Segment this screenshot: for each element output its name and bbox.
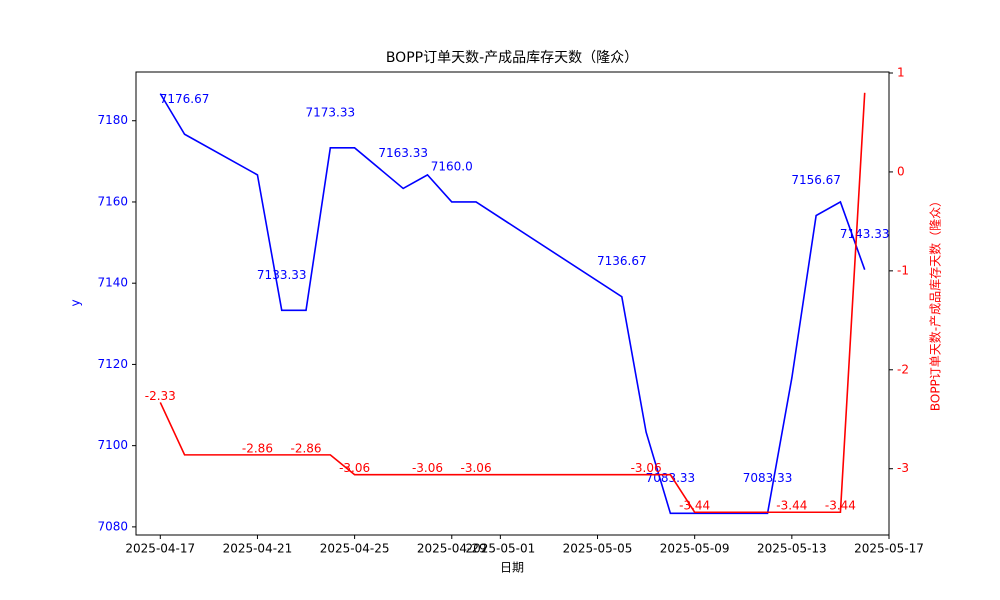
data-label: -2.86 (291, 441, 322, 455)
x-tick-label: 2025-04-17 (125, 542, 195, 556)
data-label: -3.06 (631, 461, 662, 475)
data-label: 7143.33 (840, 227, 890, 241)
data-label: 7160.0 (431, 159, 473, 173)
x-tick-label: 2025-05-17 (854, 542, 924, 556)
data-label: 7136.67 (597, 254, 647, 268)
data-label: 7083.33 (743, 471, 793, 485)
data-label: -2.33 (145, 389, 176, 403)
x-tick-label: 2025-05-01 (465, 542, 535, 556)
data-label: -3.06 (339, 461, 370, 475)
data-label: 7156.67 (791, 173, 841, 187)
data-label: -3.06 (412, 461, 443, 475)
x-axis-label: 日期 (500, 561, 524, 575)
data-label: -3.44 (776, 499, 807, 513)
y-tick-label: 7100 (97, 438, 128, 452)
x-tick-label: 2025-05-09 (660, 542, 730, 556)
data-label: -3.06 (461, 461, 492, 475)
data-label: -3.44 (825, 499, 856, 513)
plot-frame (135, 71, 890, 536)
data-label: 7176.67 (160, 92, 210, 106)
y-tick-label: 7140 (97, 276, 128, 290)
data-label: 7163.33 (378, 146, 428, 160)
line (159, 93, 866, 515)
x-tick-label: 2025-05-05 (563, 542, 633, 556)
data-label: -3.44 (679, 499, 710, 513)
y-axis-label: y (69, 299, 83, 306)
data-label: 7133.33 (257, 268, 307, 282)
data-label: 7173.33 (306, 105, 356, 119)
x-tick-label: 2025-04-29 (417, 542, 487, 556)
x-tick-label: 2025-04-25 (320, 542, 390, 556)
y2-tick-label: 0 (897, 164, 905, 178)
y-tick-label: 7080 (97, 519, 128, 533)
chart-title: BOPP订单天数-产成品库存天数（隆众） (386, 50, 638, 66)
data-label: -2.86 (242, 441, 273, 455)
y-tick-label: 7160 (97, 194, 128, 208)
x-tick-label: 2025-04-21 (223, 542, 293, 556)
y-tick-label: 7120 (97, 357, 128, 371)
y-tick-label: 7180 (97, 113, 128, 127)
y2-axis-label: BOPP订单天数-产成品库存天数（隆众） (928, 195, 943, 411)
y2-tick-label: 1 (897, 65, 905, 79)
line (159, 92, 866, 514)
y2-tick-label: -2 (897, 362, 909, 376)
y2-tick-label: -3 (897, 461, 909, 475)
x-tick-label: 2025-05-13 (757, 542, 827, 556)
y2-tick-label: -1 (897, 263, 909, 277)
